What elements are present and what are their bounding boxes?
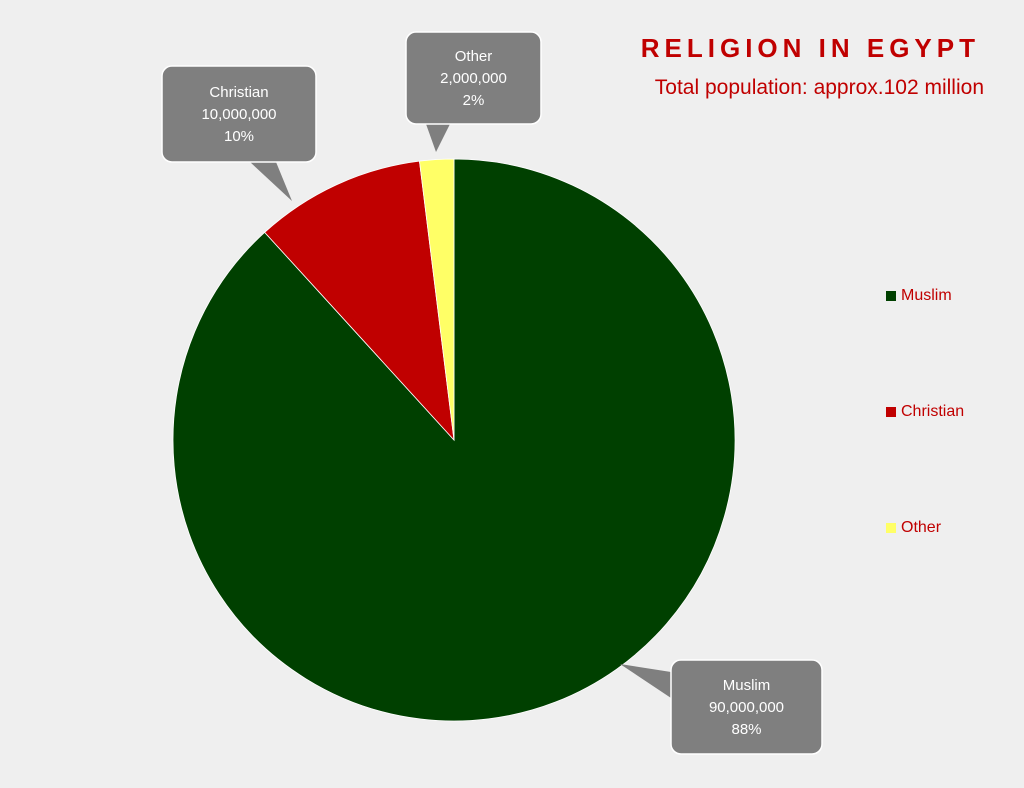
legend-item-christian: Christian (886, 402, 964, 422)
legend-item-other: Other (886, 518, 964, 538)
chart-title: RELIGION IN EGYPT (640, 33, 980, 63)
chart-subtitle: Total population: approx.102 million (654, 76, 984, 99)
callout-pointer (250, 162, 292, 201)
pie-slices (172, 158, 736, 722)
callout-pointer (426, 124, 450, 152)
callout-box (670, 659, 823, 755)
data-label-value: 2,000,000 (440, 70, 507, 87)
legend-label-muslim: Muslim (901, 287, 952, 304)
data-label-category: Other (455, 48, 493, 65)
data-label-callouts: Muslim 90,000,000 88% Christian 10,000,000 10… (161, 31, 823, 755)
data-label-percent: 88% (731, 721, 761, 738)
data-label-value: 90,000,000 (709, 699, 784, 716)
callout-pointer (620, 664, 671, 698)
legend-swatch-christian (886, 407, 896, 417)
legend-item-muslim: Muslim (886, 286, 964, 306)
data-label-percent: 10% (224, 128, 254, 145)
callout-box (161, 65, 317, 163)
callout-box (405, 31, 542, 125)
legend: Muslim Christian Other (886, 286, 964, 538)
data-label-category: Christian (209, 84, 268, 101)
data-label-percent: 2% (463, 92, 485, 109)
data-label-value: 10,000,000 (201, 106, 276, 123)
pie-slice-christian (264, 160, 455, 442)
legend-swatch-muslim (886, 291, 896, 301)
legend-swatch-other (886, 523, 896, 533)
callout-muslim: Muslim 90,000,000 88% (620, 659, 823, 755)
data-label-category: Muslim (723, 677, 771, 694)
pie-slice-muslim (172, 158, 736, 722)
legend-label-christian: Christian (901, 403, 965, 420)
legend-label-other: Other (901, 519, 942, 536)
callout-christian: Christian 10,000,000 10% (161, 65, 317, 201)
pie-slice-other (419, 158, 455, 441)
callout-other: Other 2,000,000 2% (405, 31, 542, 152)
